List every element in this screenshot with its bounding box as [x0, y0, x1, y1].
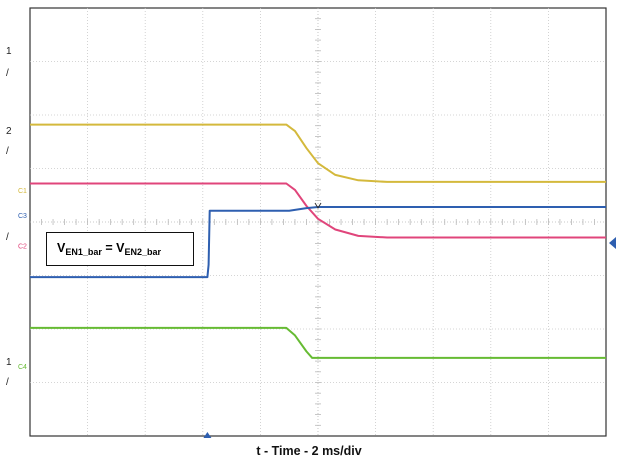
- chart-labels: C1 C2 C3 C4 1 / 2 / / 1 /: [6, 46, 616, 438]
- channel-label-C3: C3: [18, 213, 27, 220]
- series-C1-line: [30, 123, 606, 183]
- channel-label-C1: C1: [18, 188, 27, 195]
- left-edge-text: 1: [6, 357, 12, 368]
- annotation-label: VEN1_bar = VEN2_bar: [57, 241, 161, 257]
- series-C4-line: [30, 326, 606, 359]
- chart-grid: [29, 7, 607, 437]
- x-axis-label: t - Time - 2 ms/div: [256, 444, 362, 458]
- left-edge-text: /: [6, 146, 9, 157]
- cursor-marker: [314, 202, 322, 209]
- left-edge-text: /: [6, 232, 9, 243]
- trigger-position-marker: [203, 432, 212, 438]
- left-edge-text: /: [6, 377, 9, 388]
- chart-traces: [30, 123, 606, 359]
- series-C3-line: [30, 206, 606, 279]
- annotation-box: VEN1_bar = VEN2_bar: [46, 232, 194, 266]
- channel-label-C4: C4: [18, 364, 27, 371]
- left-edge-text: /: [6, 68, 9, 79]
- channel-label-C2: C2: [18, 244, 27, 251]
- left-edge-text: 2: [6, 126, 12, 137]
- series-C2-line: [30, 182, 606, 239]
- left-edge-text: 1: [6, 46, 12, 57]
- trigger-level-marker: [609, 237, 616, 250]
